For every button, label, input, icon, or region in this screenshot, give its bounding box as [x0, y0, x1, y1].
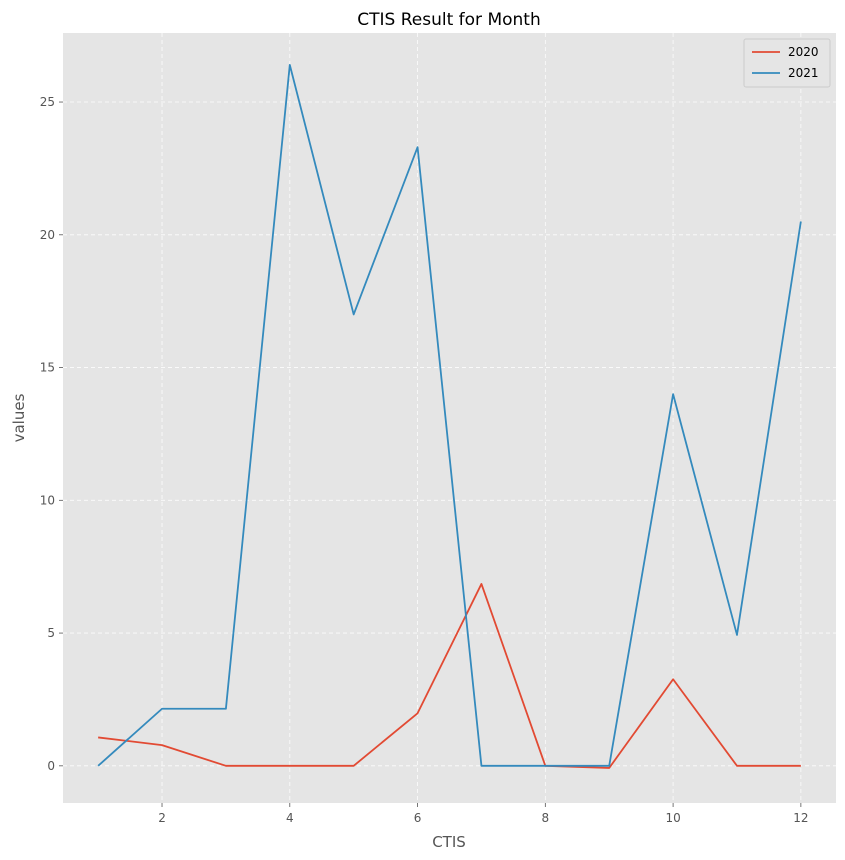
series-lines: [97, 63, 802, 769]
series-line-2021: [97, 63, 802, 767]
x-tick-label: 8: [542, 811, 550, 825]
y-tick-label: 15: [40, 361, 55, 375]
y-axis-label: values: [10, 393, 28, 442]
y-tick-label: 20: [40, 228, 55, 242]
legend-label-2020: 2020: [788, 45, 819, 59]
legend: 2020 2021: [743, 38, 831, 88]
x-tick-label: 2: [158, 811, 166, 825]
y-tick-label: 0: [47, 759, 55, 773]
x-axis-label: CTIS: [432, 833, 466, 851]
series-line-2020: [98, 583, 801, 769]
legend-box: [743, 38, 831, 88]
y-tick-label: 5: [47, 626, 55, 640]
x-tick-label: 6: [414, 811, 422, 825]
y-tick-label: 25: [40, 95, 55, 109]
x-axis-ticks: 2 4 6 8 10 12: [158, 803, 809, 825]
chart-title: CTIS Result for Month: [357, 10, 540, 30]
y-tick-label: 10: [40, 493, 55, 507]
legend-label-2021: 2021: [788, 66, 819, 80]
x-tick-label: 4: [286, 811, 294, 825]
x-tick-label: 12: [793, 811, 808, 825]
plot-area: [63, 33, 836, 803]
x-tick-label: 10: [665, 811, 680, 825]
y-axis-ticks: 0 5 10 15 20 25: [40, 95, 63, 773]
grid: [63, 33, 836, 803]
